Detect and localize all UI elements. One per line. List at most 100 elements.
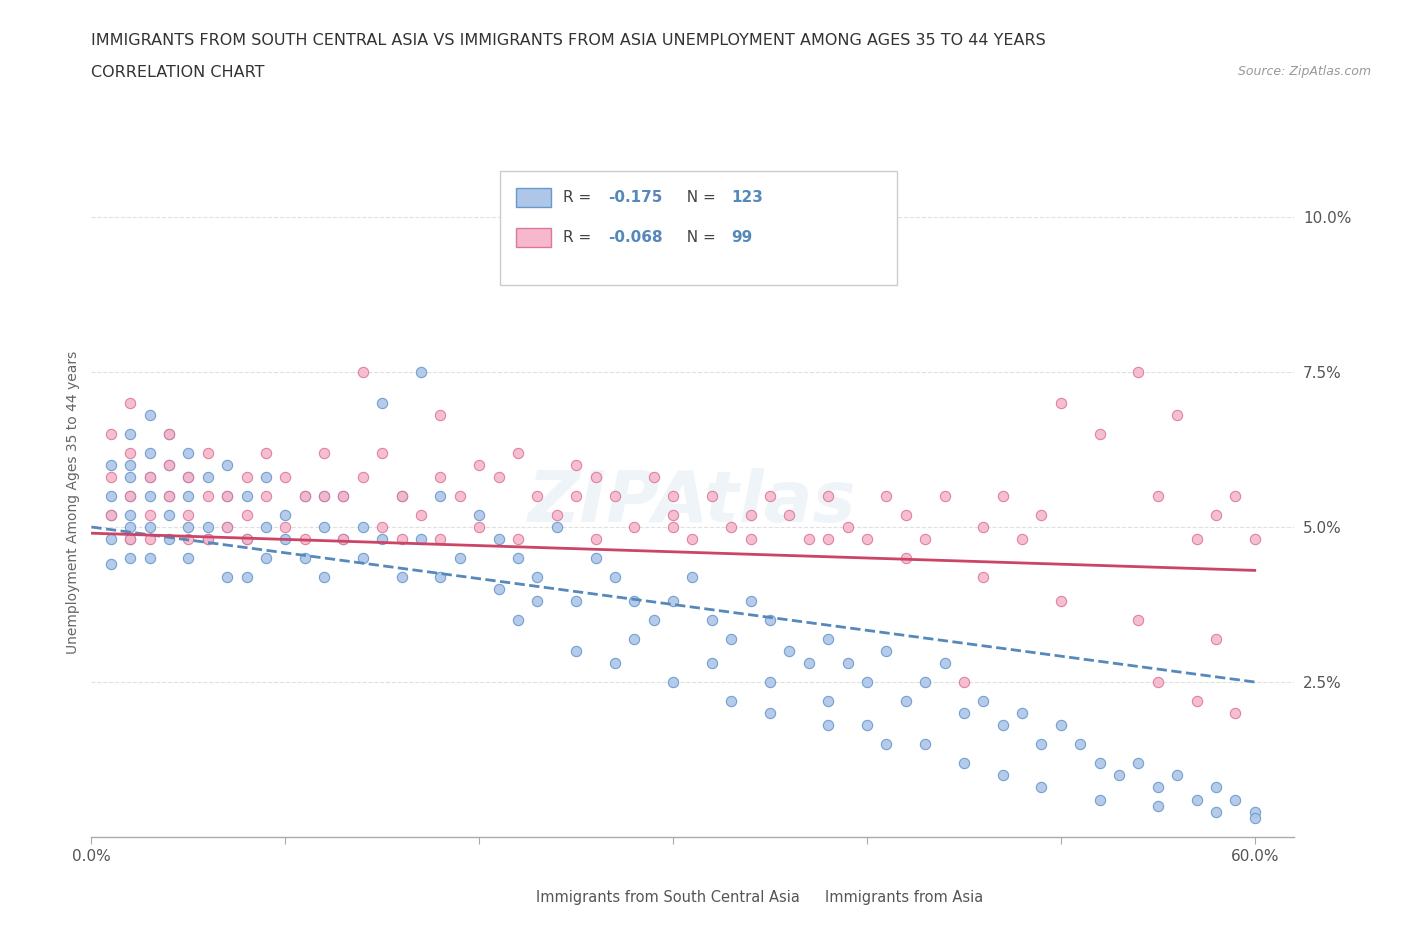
FancyBboxPatch shape (516, 228, 551, 247)
Point (797, 656, 820, 671)
Point (1243, 804, 1265, 819)
Text: IMMIGRANTS FROM SOUTH CENTRAL ASIA VS IMMIGRANTS FROM ASIA UNEMPLOYMENT AMONG AG: IMMIGRANTS FROM SOUTH CENTRAL ASIA VS IM… (91, 33, 1046, 47)
Point (429, 470, 451, 485)
Point (817, 631, 839, 646)
Point (1205, 631, 1227, 646)
Point (197, 532, 219, 547)
Point (409, 507, 432, 522)
Point (391, 532, 413, 547)
Point (740, 594, 762, 609)
Point (197, 488, 219, 503)
Point (856, 532, 879, 547)
Point (603, 488, 626, 503)
Text: 99: 99 (731, 231, 752, 246)
Point (157, 488, 180, 503)
Point (294, 551, 316, 565)
Point (138, 507, 160, 522)
Point (488, 532, 510, 547)
FancyBboxPatch shape (516, 188, 551, 207)
Point (585, 551, 607, 565)
Point (157, 507, 180, 522)
Point (120, 427, 142, 442)
Point (700, 488, 723, 503)
Point (100, 488, 122, 503)
Point (235, 532, 257, 547)
Point (235, 488, 257, 503)
Point (217, 488, 239, 503)
Point (332, 488, 354, 503)
Point (177, 532, 200, 547)
Point (157, 488, 180, 503)
Point (177, 551, 200, 565)
Point (391, 569, 413, 584)
Point (643, 470, 665, 485)
Point (120, 395, 142, 410)
Point (662, 674, 685, 689)
Point (914, 674, 936, 689)
Point (100, 557, 122, 572)
Point (1088, 755, 1111, 770)
Point (526, 488, 548, 503)
Point (352, 470, 374, 485)
Point (953, 706, 976, 721)
Point (254, 488, 277, 503)
Point (157, 427, 180, 442)
Point (100, 470, 122, 485)
Point (217, 520, 239, 535)
Point (681, 532, 703, 547)
Point (1205, 507, 1227, 522)
Point (1243, 532, 1265, 547)
Point (585, 532, 607, 547)
Text: Immigrants from South Central Asia: Immigrants from South Central Asia (536, 890, 800, 905)
Point (391, 488, 413, 503)
Point (312, 445, 335, 460)
Point (506, 551, 529, 565)
Point (157, 532, 180, 547)
Point (409, 365, 432, 379)
Point (312, 488, 335, 503)
Point (235, 532, 257, 547)
Point (778, 644, 800, 658)
Point (120, 532, 142, 547)
FancyBboxPatch shape (792, 889, 817, 905)
Point (352, 520, 374, 535)
Point (120, 520, 142, 535)
Point (934, 488, 956, 503)
Point (1088, 427, 1111, 442)
Point (177, 470, 200, 485)
Text: -0.175: -0.175 (609, 190, 662, 205)
Point (100, 507, 122, 522)
Point (294, 532, 316, 547)
Point (991, 767, 1014, 782)
Text: -0.068: -0.068 (609, 231, 664, 246)
Point (817, 488, 839, 503)
Point (371, 532, 394, 547)
Point (254, 551, 277, 565)
Point (138, 551, 160, 565)
Point (371, 395, 394, 410)
Point (972, 693, 994, 708)
Point (177, 507, 200, 522)
Point (120, 470, 142, 485)
Point (894, 507, 917, 522)
Point (1243, 811, 1265, 826)
Point (120, 488, 142, 503)
Point (138, 470, 160, 485)
Point (953, 755, 976, 770)
Text: Source: ZipAtlas.com: Source: ZipAtlas.com (1237, 65, 1371, 78)
Point (759, 613, 782, 628)
Point (197, 445, 219, 460)
Point (274, 470, 297, 485)
Point (409, 532, 432, 547)
Point (332, 488, 354, 503)
Point (177, 445, 200, 460)
Point (546, 507, 568, 522)
Point (391, 488, 413, 503)
Point (934, 656, 956, 671)
Point (1166, 767, 1188, 782)
Point (875, 737, 897, 751)
Point (1205, 804, 1227, 819)
Point (429, 532, 451, 547)
Text: R =: R = (562, 190, 596, 205)
Text: N =: N = (676, 190, 720, 205)
